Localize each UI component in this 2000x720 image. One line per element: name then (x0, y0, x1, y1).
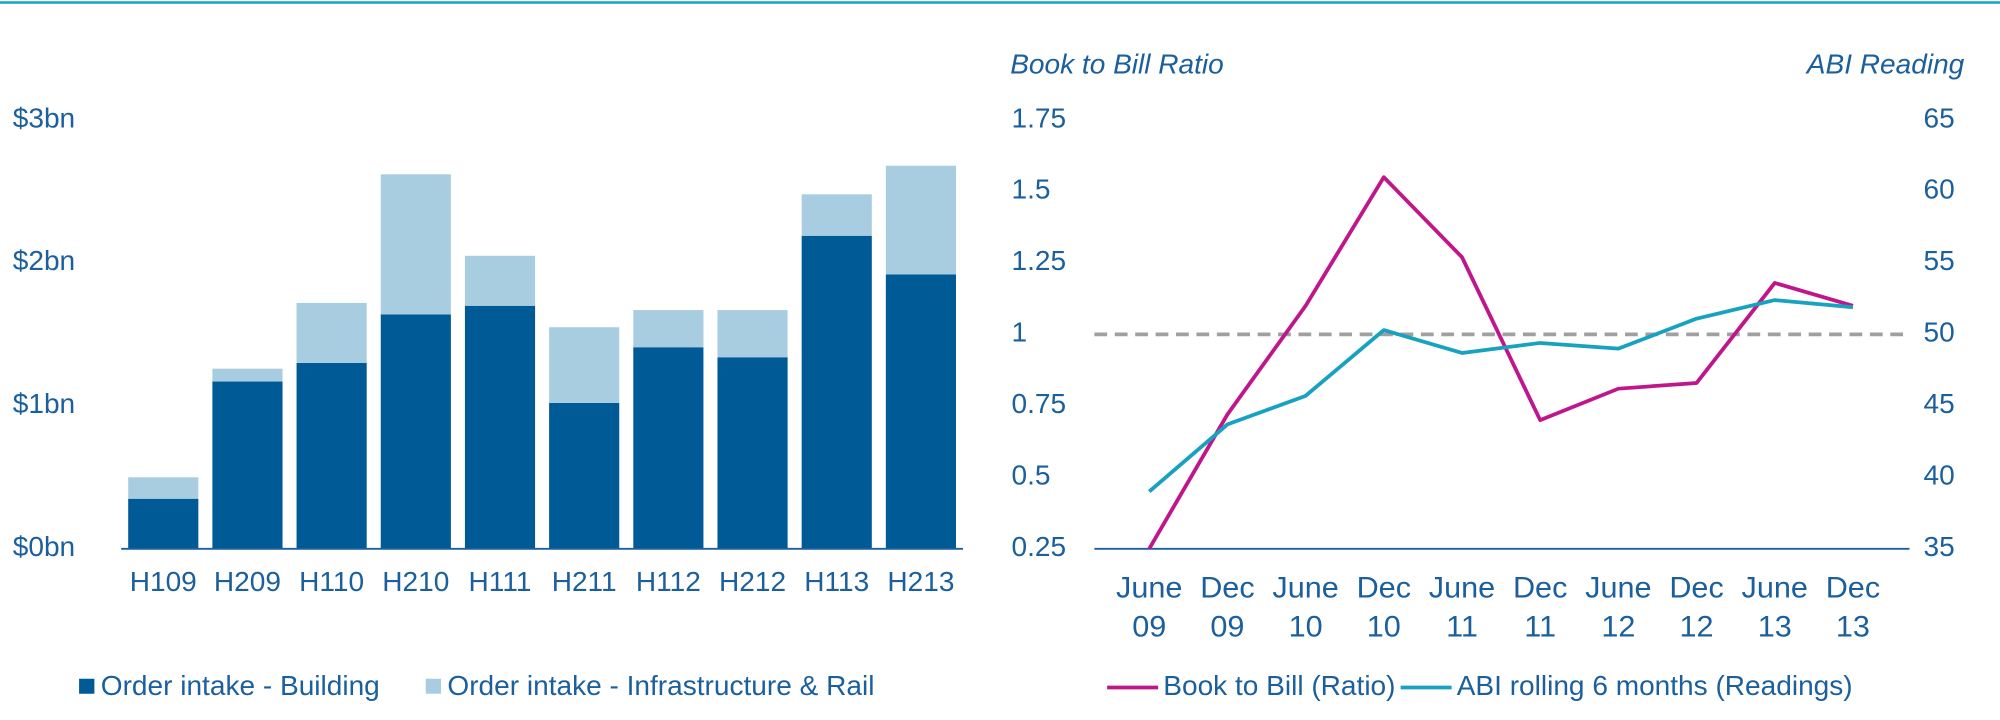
y-tick-label: 0.75 (1011, 388, 1066, 419)
bar-segment (380, 314, 451, 549)
y-tick-label: 0.5 (1011, 460, 1050, 491)
x-tick-label: Dec 11 (1512, 571, 1568, 644)
x-tick-label: H113 (804, 566, 869, 597)
x-tick-label-box: Dec 12 (1669, 571, 1724, 644)
x-tick-label: Dec 13 (1825, 571, 1881, 644)
bar-segment (801, 235, 872, 549)
y-tick-label: $3bn (13, 103, 75, 134)
x-tick-label: H209 (214, 566, 281, 597)
y-tick-label: $2bn (13, 245, 75, 276)
x-tick-label: June 13 (1741, 571, 1808, 644)
y-tick-label: 1.25 (1011, 245, 1066, 276)
x-tick-label: June 11 (1428, 571, 1496, 644)
legend-swatch (79, 678, 95, 694)
x-tick-label-box: Dec 09 (1200, 571, 1255, 644)
x-tick-label: June 12 (1585, 571, 1652, 644)
bar-segment (380, 174, 451, 315)
y2-tick-label: 45 (1923, 388, 1954, 419)
y-tick-label: 1.5 (1011, 174, 1050, 205)
bar-segment (633, 347, 704, 549)
x-tick-label: H109 (130, 566, 197, 597)
line-series (1147, 298, 1854, 493)
x-tick-label: Dec 12 (1669, 571, 1724, 644)
x-tick-label: Dec 10 (1356, 571, 1412, 644)
y-tick-label: 1.75 (1011, 103, 1066, 134)
x-tick-label: H211 (552, 566, 617, 597)
bar-segment (717, 310, 788, 358)
y2-tick-label: 50 (1923, 317, 1954, 348)
bar-segment (549, 402, 620, 549)
bar-segment (885, 165, 956, 275)
y2-tick-label: 35 (1923, 531, 1954, 562)
x-tick-label-box: Dec 10 (1356, 571, 1412, 644)
x-tick-label-box: June 09 (1116, 571, 1183, 644)
y2-tick-label: 40 (1923, 460, 1954, 491)
y-tick-label: $0bn (13, 531, 75, 562)
x-tick-label-box: June 12 (1585, 571, 1652, 644)
legend-label: ABI rolling 6 months (Readings) (1457, 670, 1853, 701)
y2-tick-label: 60 (1923, 174, 1954, 205)
x-tick-label: H213 (887, 566, 954, 597)
y-axis-title: Book to Bill Ratio (1010, 49, 1224, 80)
legend-label: Order intake - Infrastructure & Rail (447, 670, 874, 701)
x-tick-label: H111 (469, 566, 532, 597)
bar-segment (717, 357, 788, 549)
x-tick-label: H210 (382, 566, 449, 597)
bar-segment (633, 310, 704, 348)
x-tick-label: June 09 (1116, 571, 1183, 644)
x-tick-label: H110 (299, 566, 364, 597)
x-tick-label-box: June 13 (1741, 571, 1808, 644)
y2-axis-title: ABI Reading (1805, 49, 1965, 80)
line-series (1147, 175, 1854, 550)
bar-segment (464, 305, 536, 549)
y2-tick-label: 65 (1923, 103, 1954, 134)
bar-segment (212, 368, 283, 382)
x-tick-label-box: Dec 13 (1825, 571, 1881, 644)
bar-segment (212, 381, 283, 549)
y2-tick-label: 55 (1923, 245, 1954, 276)
x-tick-label: H112 (636, 566, 701, 597)
x-tick-label: H212 (719, 566, 786, 597)
legend-label: Order intake - Building (101, 670, 380, 701)
x-tick-label: June 10 (1272, 571, 1339, 644)
x-tick-label-box: Dec 11 (1512, 571, 1568, 644)
legend-label: Book to Bill (Ratio) (1163, 670, 1395, 701)
x-tick-label-box: June 11 (1428, 571, 1496, 644)
x-tick-label: Dec 09 (1200, 571, 1255, 644)
bar-segment (128, 477, 199, 499)
bar-segment (801, 194, 872, 236)
bar-segment (296, 302, 367, 363)
bar-segment (128, 498, 199, 549)
bar-segment (296, 362, 367, 549)
bar-segment (549, 327, 620, 403)
bar-segment (464, 255, 536, 306)
y-tick-label: 1 (1011, 317, 1027, 348)
y-tick-label: $1bn (13, 388, 75, 419)
bar-segment (885, 274, 956, 549)
x-tick-label-box: June 10 (1272, 571, 1339, 644)
y-tick-label: 0.25 (1011, 531, 1066, 562)
legend-swatch (425, 678, 442, 694)
